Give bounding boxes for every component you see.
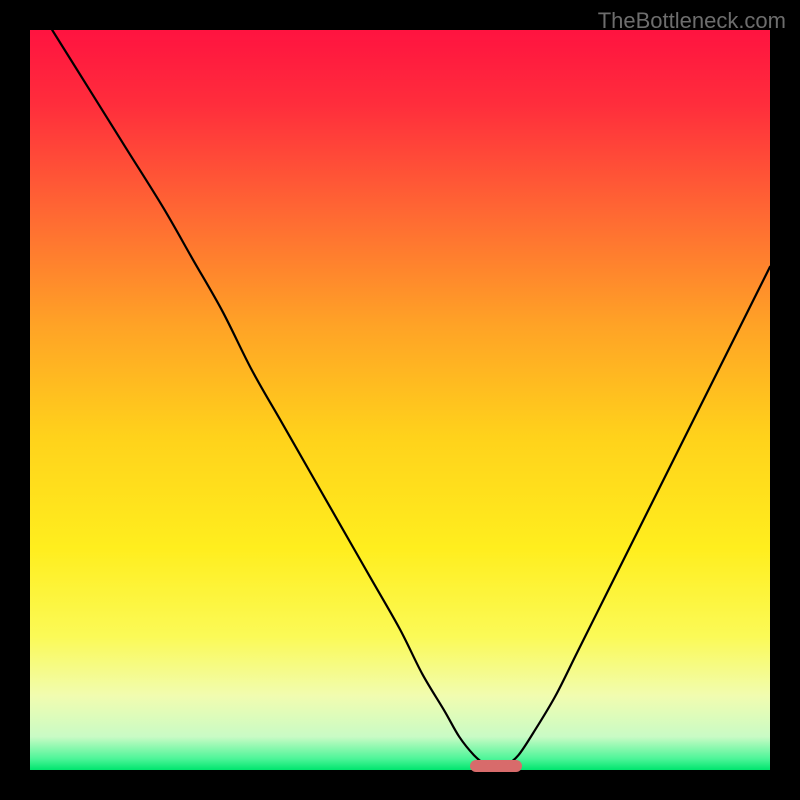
watermark-text: TheBottleneck.com (598, 8, 786, 34)
minimum-marker (470, 760, 522, 772)
bottleneck-curve (30, 30, 770, 770)
chart-container: TheBottleneck.com (0, 0, 800, 800)
curve-path (52, 30, 770, 768)
plot-area (30, 30, 770, 770)
